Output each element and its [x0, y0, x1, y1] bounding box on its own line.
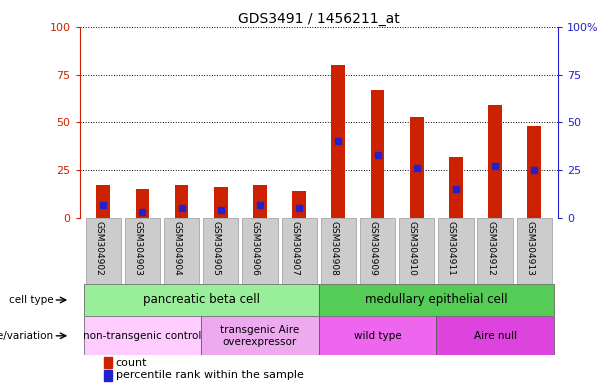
Bar — [319, 316, 436, 355]
Bar — [527, 126, 541, 218]
Bar — [201, 316, 319, 355]
Bar — [371, 90, 384, 218]
Text: GSM304906: GSM304906 — [251, 221, 260, 276]
Bar — [96, 185, 110, 218]
Bar — [410, 117, 424, 218]
Bar — [319, 283, 554, 316]
Text: percentile rank within the sample: percentile rank within the sample — [115, 370, 303, 381]
Bar — [242, 218, 278, 283]
Bar — [104, 358, 112, 368]
Bar — [86, 218, 121, 283]
Text: GSM304913: GSM304913 — [525, 221, 535, 276]
Bar — [438, 218, 474, 283]
Text: GSM304904: GSM304904 — [173, 221, 181, 276]
Bar — [449, 157, 463, 218]
Text: GSM304905: GSM304905 — [211, 221, 221, 276]
Text: GSM304908: GSM304908 — [329, 221, 338, 276]
Text: GSM304909: GSM304909 — [368, 221, 378, 276]
Text: transgenic Aire
overexpressor: transgenic Aire overexpressor — [220, 325, 300, 347]
Title: GDS3491 / 1456211_at: GDS3491 / 1456211_at — [238, 12, 400, 26]
Bar — [104, 370, 112, 381]
Bar — [253, 185, 267, 218]
Text: medullary epithelial cell: medullary epithelial cell — [365, 293, 508, 306]
Bar — [292, 191, 306, 218]
Bar — [478, 218, 512, 283]
Bar — [83, 316, 201, 355]
Bar — [399, 218, 435, 283]
Bar — [83, 283, 319, 316]
Text: wild type: wild type — [354, 331, 402, 341]
Text: GSM304910: GSM304910 — [408, 221, 417, 276]
Bar — [125, 218, 160, 283]
Text: GSM304902: GSM304902 — [94, 221, 103, 276]
Text: count: count — [115, 358, 147, 368]
Text: GSM304911: GSM304911 — [447, 221, 456, 276]
Text: Aire null: Aire null — [474, 331, 517, 341]
Bar — [436, 316, 554, 355]
Bar — [175, 185, 188, 218]
Bar — [332, 65, 345, 218]
Text: GSM304912: GSM304912 — [486, 221, 495, 276]
Bar — [203, 218, 238, 283]
Bar — [517, 218, 552, 283]
Text: GSM304907: GSM304907 — [290, 221, 299, 276]
Bar — [164, 218, 199, 283]
Bar — [489, 105, 502, 218]
Text: pancreatic beta cell: pancreatic beta cell — [143, 293, 260, 306]
Bar — [321, 218, 356, 283]
Bar — [360, 218, 395, 283]
Text: non-transgenic control: non-transgenic control — [83, 331, 202, 341]
Bar — [214, 187, 227, 218]
Bar — [281, 218, 317, 283]
Text: GSM304903: GSM304903 — [134, 221, 142, 276]
Text: genotype/variation: genotype/variation — [0, 331, 53, 341]
Bar — [135, 189, 149, 218]
Text: cell type: cell type — [9, 295, 53, 305]
